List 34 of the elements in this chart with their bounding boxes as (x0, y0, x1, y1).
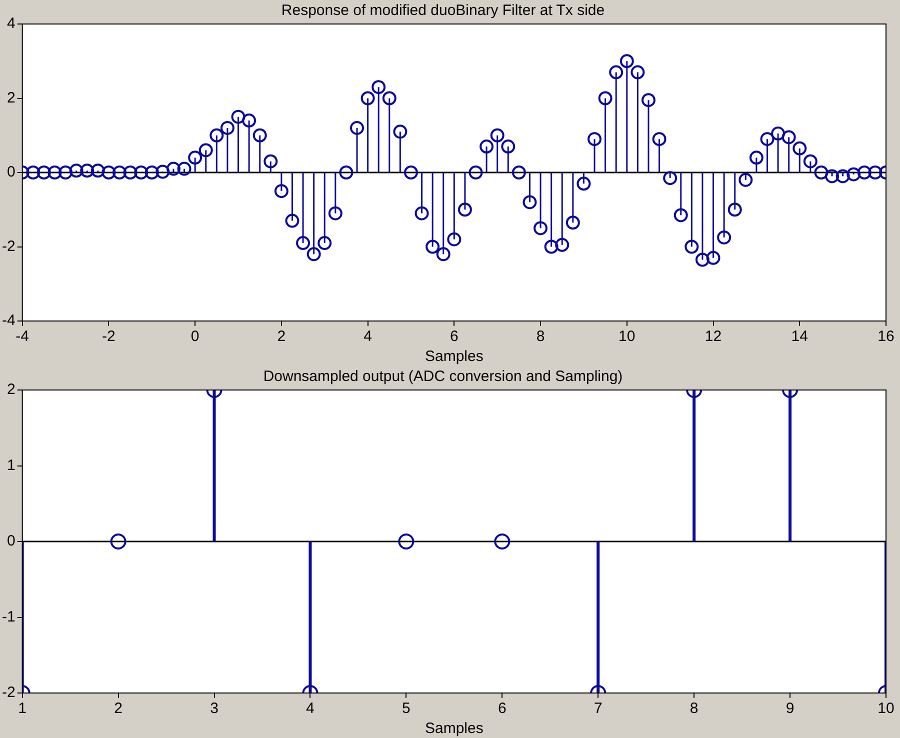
x-tick-label: 2 (277, 328, 286, 346)
y-tick-label: -2 (2, 238, 16, 255)
y-tick-label: 0 (6, 532, 16, 550)
y-tick-label: 2 (6, 381, 16, 398)
x-tick-label: 0 (190, 328, 200, 346)
x-tick-label: 4 (306, 700, 314, 718)
y-tick-label: -2 (2, 684, 16, 702)
chart-title: Downsampled output (ADC conversion and Sampling) (263, 368, 623, 386)
y-tick-label: -1 (2, 608, 16, 626)
x-tick-label: 16 (878, 328, 894, 346)
y-tick-label: 1 (6, 456, 16, 474)
y-tick-label: 0 (6, 164, 16, 181)
x-tick-label: 8 (690, 700, 698, 718)
x-axis-title: Samples (424, 348, 484, 366)
x-tick-label: -2 (102, 328, 116, 346)
x-tick-label: 4 (364, 328, 372, 346)
x-tick-label: 12 (704, 328, 722, 346)
chart-title: Response of modified duoBinary Filter at Tx side (281, 2, 605, 20)
y-tick-label: -4 (2, 312, 16, 330)
x-tick-label: 1 (18, 700, 27, 718)
x-tick-label: 8 (536, 328, 545, 346)
x-tick-label: 5 (402, 700, 410, 718)
x-axis-title: Samples (424, 720, 484, 738)
x-tick-label: 2 (114, 700, 122, 718)
x-tick-label: 6 (450, 328, 458, 346)
x-tick-label: 7 (594, 700, 602, 718)
x-tick-label: 6 (498, 700, 506, 718)
y-tick-label: 4 (6, 15, 16, 32)
x-tick-label: 3 (210, 700, 218, 718)
x-tick-label: 14 (791, 328, 808, 346)
x-tick-label: 10 (878, 700, 894, 718)
x-tick-label: 9 (786, 700, 794, 718)
y-tick-label: 2 (6, 89, 16, 106)
x-tick-label: 10 (618, 328, 636, 346)
